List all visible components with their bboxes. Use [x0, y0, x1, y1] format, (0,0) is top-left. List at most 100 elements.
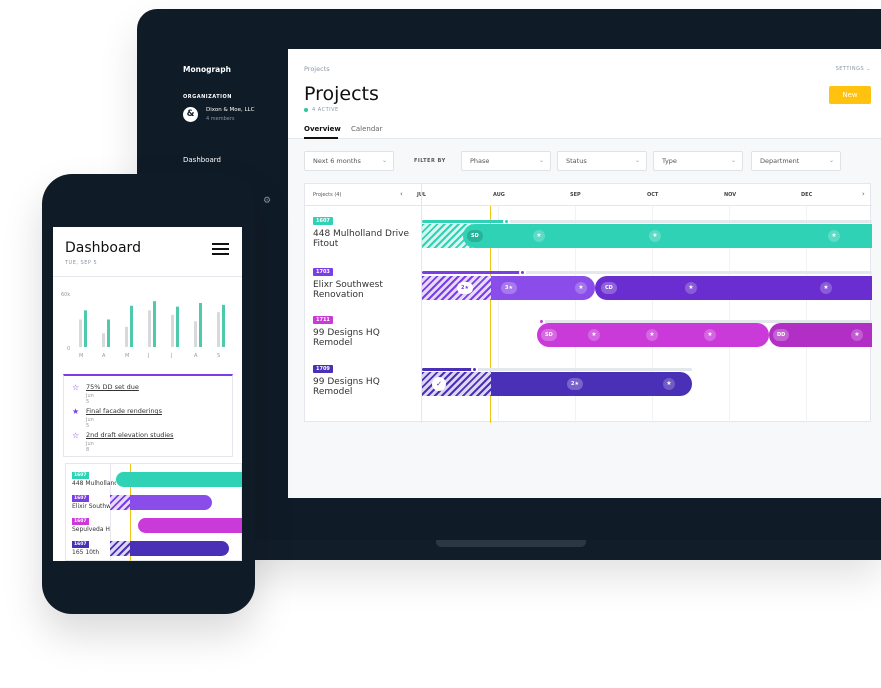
milestone-star-icon[interactable]: ★: [663, 378, 675, 390]
task-title[interactable]: 75% DD set due: [86, 383, 139, 391]
x-tick-label: A: [102, 353, 106, 359]
x-tick-label: J: [171, 353, 173, 359]
check-icon[interactable]: ✓: [432, 377, 446, 391]
status-select-label: Status: [566, 157, 587, 165]
chevron-down-icon: ⌄: [381, 157, 387, 164]
main-content: Projects SETTINGS ⌄ Projects 4 ACTIVE Ne…: [288, 49, 881, 498]
grid-line: [729, 206, 730, 423]
chevron-down-icon: ⌄: [730, 157, 736, 164]
task-title[interactable]: Final facade renderings: [86, 407, 162, 415]
tab-overview[interactable]: Overview: [304, 125, 341, 133]
chart-bar: [148, 310, 151, 347]
org-logo[interactable]: &: [183, 107, 198, 122]
progress-fill: [422, 220, 507, 223]
page-header: Projects SETTINGS ⌄ Projects 4 ACTIVE Ne…: [288, 49, 881, 139]
new-button[interactable]: New: [829, 86, 871, 104]
range-select[interactable]: Next 6 months ⌄: [304, 151, 394, 171]
progress-track: [422, 220, 872, 223]
sidebar-item-dashboard[interactable]: Dashboard: [183, 156, 221, 164]
progress-fill: [422, 368, 474, 371]
grid-line: [652, 206, 653, 423]
phase-bar[interactable]: [130, 541, 229, 556]
project-name[interactable]: 448 Mulholland: [72, 480, 116, 487]
page-title: Projects: [304, 83, 379, 105]
phase-bar[interactable]: SD ★ ★ ★: [537, 323, 769, 347]
menu-icon[interactable]: [212, 243, 229, 255]
project-id-badge: 1711: [313, 316, 333, 324]
project-name[interactable]: 99 Designs HQ Remodel: [313, 377, 380, 397]
phase-bar[interactable]: CD ★ ★: [595, 276, 872, 300]
chevron-left-icon[interactable]: ‹: [400, 190, 403, 198]
department-select[interactable]: Department ⌄: [751, 151, 841, 171]
phase-bar[interactable]: [130, 495, 212, 510]
type-select[interactable]: Type ⌄: [653, 151, 743, 171]
milestone-star-icon[interactable]: ★: [646, 329, 658, 341]
chart-bar: [171, 314, 174, 347]
chart-bar: [194, 321, 197, 347]
laptop-notch: [436, 540, 586, 547]
y-tick-label: 0: [67, 346, 71, 352]
bar-chart-svg: [79, 301, 225, 347]
month-sep: SEP: [570, 192, 581, 198]
milestone-star-icon[interactable]: ★: [533, 230, 545, 242]
milestone-star-icon[interactable]: ★: [575, 282, 587, 294]
breadcrumb[interactable]: Projects: [304, 65, 330, 73]
milestone-star-icon[interactable]: ★: [704, 329, 716, 341]
completed-phase: [110, 495, 130, 510]
milestone-star-icon[interactable]: ★: [828, 230, 840, 242]
settings-menu[interactable]: SETTINGS ⌄: [836, 66, 871, 72]
milestone-star-icon[interactable]: ★: [820, 282, 832, 294]
milestone-star-icon[interactable]: ★: [649, 230, 661, 242]
task-date: Jun 5: [86, 393, 94, 405]
project-name[interactable]: 448 Mulholland Drive Fitout: [313, 229, 410, 249]
phase-select[interactable]: Phase ⌄: [461, 151, 551, 171]
task-title[interactable]: 2nd draft elevation studies: [86, 431, 174, 439]
milestone-star-icon[interactable]: ★: [851, 329, 863, 341]
org-members: 4 members: [206, 116, 235, 122]
project-id-badge: 1709: [313, 365, 333, 373]
milestone-star-icon[interactable]: ★: [588, 329, 600, 341]
phase-bar[interactable]: [116, 472, 242, 487]
phase-bar[interactable]: [138, 518, 242, 533]
task-list: ☆ 75% DD set due Jun 5 ★ Final facade re…: [63, 374, 233, 457]
phase-bar[interactable]: 3★ ★: [491, 276, 595, 300]
chevron-right-icon[interactable]: ›: [862, 190, 865, 198]
completed-phase: [110, 541, 130, 556]
project-id-badge: 1607: [72, 541, 89, 548]
phase-label: 2★: [567, 378, 583, 390]
grid-line: [575, 206, 576, 423]
y-tick-label: 60k: [61, 292, 71, 298]
phase-bar[interactable]: DD ★: [769, 323, 872, 347]
phone-date: TUE, SEP 5: [65, 260, 98, 266]
x-tick-label: M: [79, 353, 84, 359]
month-nov: NOV: [724, 192, 737, 198]
star-outline-icon[interactable]: ☆: [72, 431, 80, 440]
task-date: Jun 8: [86, 441, 94, 453]
project-name[interactable]: Elixir Southwest: [72, 503, 116, 510]
project-id-badge: 1703: [313, 268, 333, 276]
phase-bar[interactable]: SD ★ ★ ★: [463, 224, 872, 248]
column-divider: [421, 184, 422, 423]
brand-name[interactable]: Monograph: [183, 65, 231, 74]
gear-icon[interactable]: ⚙: [263, 196, 272, 206]
phase-label: CD: [601, 282, 617, 294]
project-name[interactable]: 99 Designs HQ Remodel: [313, 328, 380, 348]
progress-knob[interactable]: [519, 269, 526, 276]
phase-bar[interactable]: 2★ ★: [491, 372, 692, 396]
star-outline-icon[interactable]: ☆: [72, 383, 80, 392]
x-tick-label: M: [125, 353, 130, 359]
status-select[interactable]: Status ⌄: [557, 151, 647, 171]
chevron-down-icon: ⌄: [634, 157, 640, 164]
project-name[interactable]: Elixr Southwest Renovation: [313, 280, 383, 300]
milestone-star-icon[interactable]: ★: [685, 282, 697, 294]
tab-calendar[interactable]: Calendar: [351, 125, 383, 133]
project-name[interactable]: 165 10th: [72, 549, 100, 556]
grid-line: [498, 206, 499, 423]
project-name[interactable]: Sepulveda H: [72, 526, 110, 533]
project-id-badge: 1607: [72, 472, 89, 479]
active-count: 4 ACTIVE: [312, 107, 339, 113]
star-filled-icon[interactable]: ★: [72, 407, 80, 416]
org-name[interactable]: Dixon & Moe, LLC: [206, 107, 255, 113]
projects-header-label: Projects: [313, 192, 333, 198]
phase-label: 2★: [457, 282, 473, 294]
